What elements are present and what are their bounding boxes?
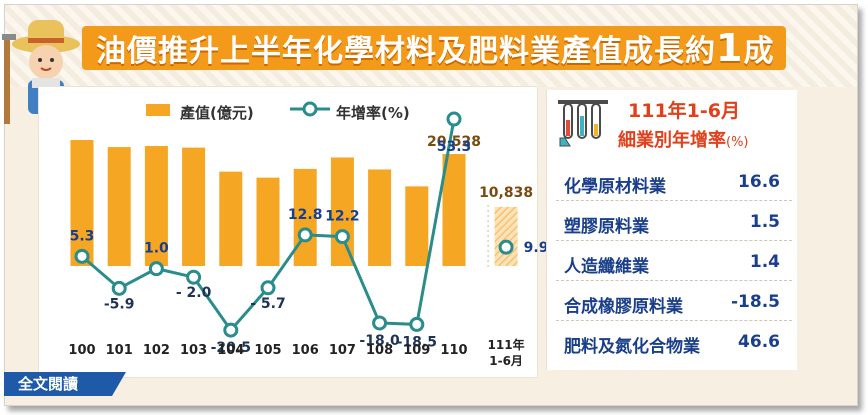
- page-title: 油價推升上半年化學材料及肥料業產值成長約1成: [82, 26, 787, 70]
- lab-flask-icon: [558, 100, 608, 147]
- growth-row: 塑膠原料業 1.5: [556, 204, 792, 241]
- panel-title-period: 111年1-6月: [628, 100, 740, 122]
- growth-row: 肥料及氮化合物業 46.6: [564, 332, 780, 357]
- growth-panel: [546, 90, 797, 370]
- panel-title-subject: 細業別年增率(%): [618, 130, 749, 151]
- growth-row: 合成橡膠原料業 -18.5: [556, 284, 792, 321]
- read-full-text-button[interactable]: 全文閱讀: [4, 372, 126, 396]
- chart-panel: [38, 86, 538, 378]
- legend-line-swatch: [290, 101, 330, 117]
- growth-row: 化學原材料業 16.6: [556, 164, 792, 201]
- growth-row: 人造纖維業 1.4: [556, 244, 792, 281]
- legend-line-label: 年增率(%): [336, 104, 410, 122]
- legend-bar-swatch: [146, 104, 170, 116]
- legend-bar-label: 產值(億元): [180, 104, 254, 122]
